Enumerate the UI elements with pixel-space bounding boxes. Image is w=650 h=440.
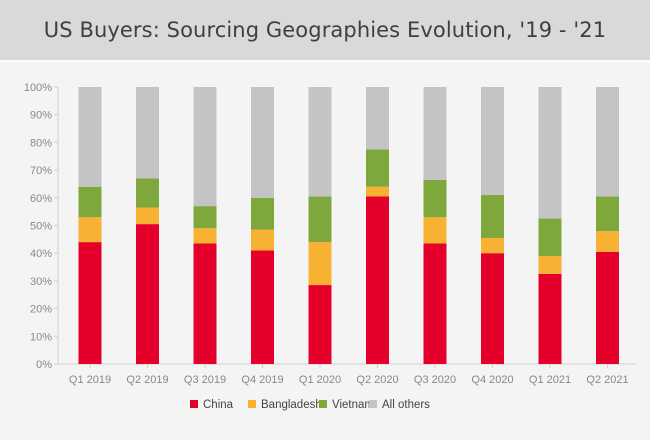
legend-swatch-china bbox=[190, 400, 198, 408]
bar-segment-all-others bbox=[78, 87, 102, 187]
x-tick-label: Q3 2019 bbox=[184, 374, 226, 386]
legend-label-china: China bbox=[203, 399, 234, 411]
y-tick-label: 10% bbox=[30, 331, 52, 343]
bar-segment-china bbox=[538, 273, 562, 364]
bar-segment-bangladesh bbox=[596, 231, 619, 252]
x-tick-label: Q2 2019 bbox=[126, 374, 168, 386]
bar-segment-vietnam bbox=[596, 196, 619, 232]
bar-segment-bangladesh bbox=[481, 237, 504, 254]
bar-segment-all-others bbox=[308, 87, 332, 197]
bar-segment-vietnam bbox=[251, 197, 274, 230]
bar-segment-vietnam bbox=[481, 195, 504, 238]
chart-title: US Buyers: Sourcing Geographies Evolutio… bbox=[43, 18, 607, 42]
bar-segment-bangladesh bbox=[423, 217, 447, 244]
bar-segment-china bbox=[366, 196, 389, 364]
legend-swatch-all-others bbox=[369, 400, 377, 408]
y-tick-label: 50% bbox=[30, 221, 52, 233]
bar-segment-all-others bbox=[481, 87, 504, 196]
title-bar: US Buyers: Sourcing Geographies Evolutio… bbox=[0, 0, 650, 60]
y-tick-label: 40% bbox=[30, 248, 52, 260]
y-tick-label: 70% bbox=[30, 165, 52, 177]
y-tick-label: 90% bbox=[30, 110, 52, 122]
bar-segment-china bbox=[423, 243, 447, 364]
bar-segment-bangladesh bbox=[308, 242, 332, 286]
legend-label-bangladesh: Bangladesh bbox=[261, 399, 322, 411]
bar-segment-vietnam bbox=[78, 186, 102, 218]
bar-segment-bangladesh bbox=[538, 255, 562, 274]
bar-segment-vietnam bbox=[423, 179, 447, 218]
bar-segment-all-others bbox=[136, 87, 159, 179]
bar-segment-all-others bbox=[423, 87, 447, 180]
x-tick-label: Q1 2019 bbox=[69, 374, 111, 386]
legend-swatch-bangladesh bbox=[248, 400, 256, 408]
x-tick-label: Q1 2021 bbox=[529, 374, 571, 386]
bar-segment-china bbox=[481, 253, 504, 364]
bar-segment-bangladesh bbox=[136, 207, 159, 225]
x-tick-label: Q4 2019 bbox=[241, 374, 283, 386]
bar-segment-china bbox=[193, 243, 217, 364]
bar-segment-all-others bbox=[596, 87, 619, 197]
y-tick-label: 80% bbox=[30, 137, 52, 149]
bar-segment-bangladesh bbox=[366, 186, 389, 197]
bar-segment-china bbox=[596, 251, 619, 364]
bar-segment-vietnam bbox=[538, 218, 562, 256]
bar-segment-china bbox=[78, 242, 102, 364]
bar-segment-all-others bbox=[251, 87, 274, 198]
bar-segment-vietnam bbox=[308, 196, 332, 243]
bar-segment-all-others bbox=[366, 87, 389, 150]
legend-swatch-vietnam bbox=[319, 400, 327, 408]
bar-segment-all-others bbox=[193, 87, 217, 207]
bar-segment-vietnam bbox=[136, 178, 159, 208]
y-tick-label: 30% bbox=[30, 276, 52, 288]
y-tick-label: 60% bbox=[30, 193, 52, 205]
title-divider bbox=[0, 60, 650, 63]
bar-segment-china bbox=[308, 285, 332, 364]
bar-segment-china bbox=[251, 250, 274, 364]
y-tick-label: 0% bbox=[36, 359, 52, 371]
bar-segment-china bbox=[136, 224, 159, 364]
bar-segment-vietnam bbox=[366, 149, 389, 187]
y-tick-label: 100% bbox=[24, 82, 52, 94]
bar-segment-bangladesh bbox=[193, 228, 217, 244]
bar-segment-bangladesh bbox=[251, 229, 274, 251]
bar-segment-all-others bbox=[538, 87, 562, 219]
x-tick-label: Q2 2020 bbox=[356, 374, 398, 386]
legend-label-vietnam: Vietnam bbox=[332, 399, 374, 411]
bar-segment-vietnam bbox=[193, 206, 217, 229]
y-tick-label: 20% bbox=[30, 304, 52, 316]
x-tick-label: Q4 2020 bbox=[471, 374, 513, 386]
x-tick-label: Q2 2021 bbox=[586, 374, 628, 386]
x-tick-label: Q1 2020 bbox=[299, 374, 341, 386]
bar-segment-bangladesh bbox=[78, 217, 102, 243]
x-tick-label: Q3 2020 bbox=[414, 374, 456, 386]
legend-label-all-others: All others bbox=[382, 399, 430, 411]
